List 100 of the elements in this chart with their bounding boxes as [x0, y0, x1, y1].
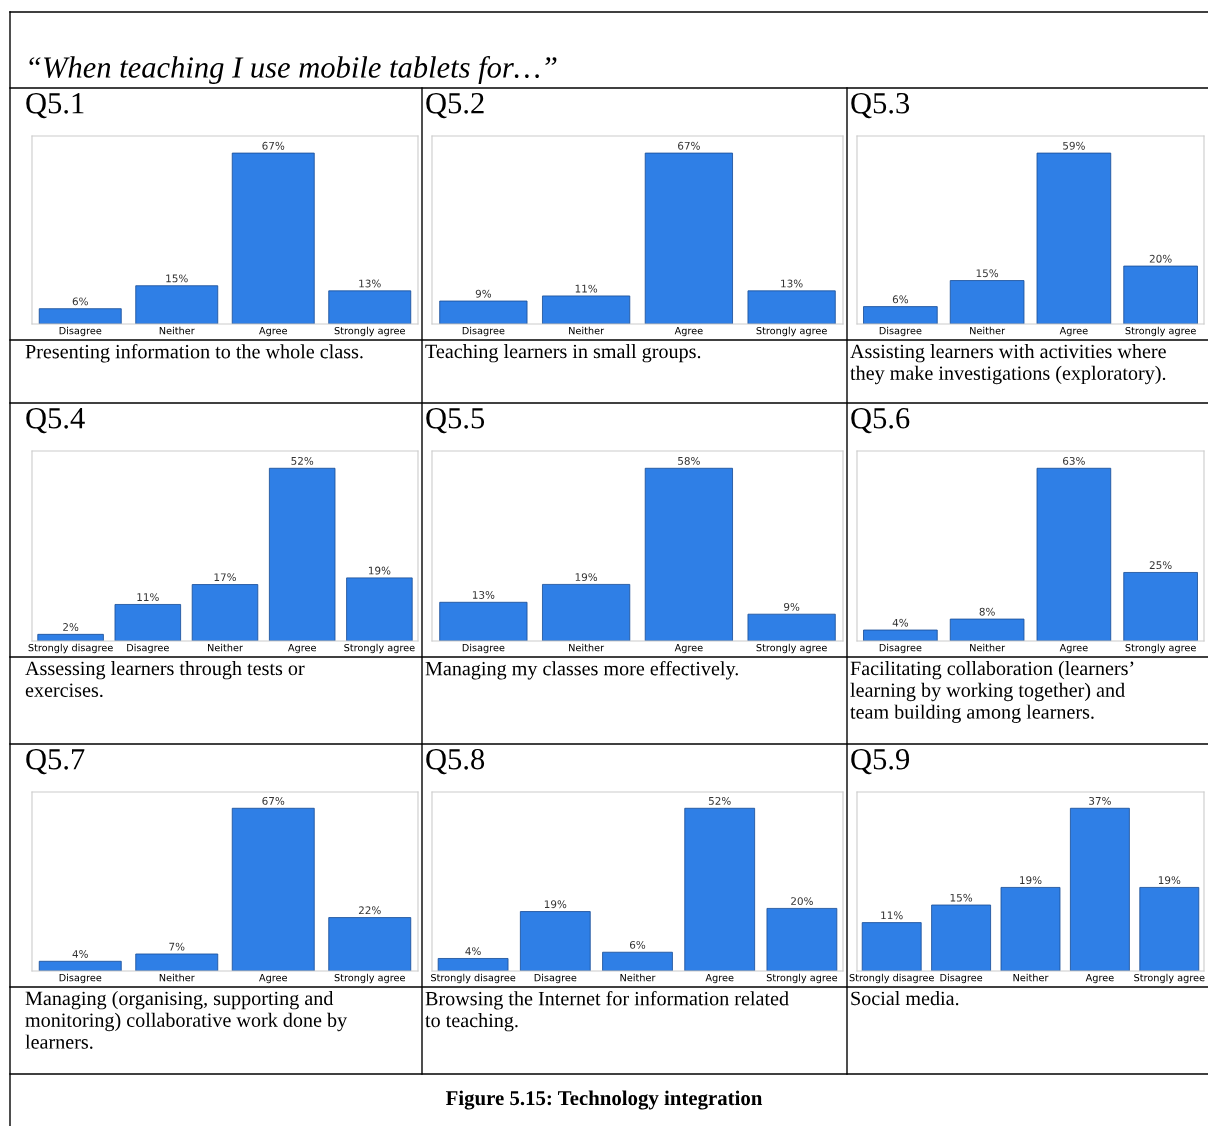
bar [1069, 807, 1130, 971]
x-tick-label: Agree [1059, 644, 1088, 654]
data-label: 9% [475, 289, 492, 298]
bar [268, 467, 336, 641]
bar [346, 577, 413, 641]
data-label: 58% [678, 456, 700, 465]
x-tick-label: Strongly agree [766, 973, 838, 984]
chart-title: Q5.4 [26, 407, 85, 434]
x-tick-label: Agree [674, 327, 703, 337]
x-tick-label: Strongly disagree [849, 973, 934, 984]
x-tick-label: Agree [259, 327, 288, 337]
data-label: 52% [291, 456, 314, 465]
chart-title: Q5.9 [851, 748, 910, 775]
x-tick-label: Disagree [127, 643, 169, 654]
bar [439, 300, 528, 324]
x-tick-label: Strongly agree [1134, 973, 1205, 984]
data-label: 19% [368, 566, 391, 575]
x-tick-label: Disagree [879, 326, 922, 337]
text: “When teaching I use mobile tablets for…” [29, 55, 557, 84]
bar [861, 922, 922, 971]
bar [1139, 887, 1200, 971]
x-tick-label: Strongly disagree [431, 973, 516, 984]
x-tick-label: Disagree [462, 643, 505, 654]
data-label: 20% [1149, 254, 1172, 263]
text: Social media. [851, 991, 959, 1006]
text: Browsing the Internet for information related to teaching. [425, 991, 789, 1032]
data-label: 19% [1020, 876, 1042, 885]
data-label: 22% [358, 906, 381, 915]
text: Facilitating collaboration (learners’ learning by working together) and team building among learners. [850, 661, 1134, 723]
x-tick-label: Neither [1013, 973, 1049, 982]
x-tick-label: Neither [159, 973, 195, 982]
data-label: 67% [262, 796, 285, 805]
chart-title: Q5.2 [426, 92, 484, 119]
text: Managing my classes more effectively. [425, 661, 738, 680]
x-tick-label: Strongly disagree [28, 643, 113, 654]
x-tick-label: Neither [620, 973, 656, 982]
x-tick-label: Strongly agree [334, 326, 405, 337]
bar [231, 807, 315, 971]
bar [949, 280, 1025, 324]
data-label: 17% [214, 573, 236, 582]
data-label: 13% [781, 279, 803, 288]
bar [542, 584, 631, 641]
x-tick-label: Neither [569, 326, 605, 335]
data-label: 15% [166, 274, 188, 283]
x-tick-label: Disagree [462, 326, 505, 337]
bar [747, 613, 836, 641]
bar [766, 907, 838, 971]
data-label: 9% [784, 602, 800, 611]
bar [684, 807, 756, 971]
chart-title: Q5.3 [851, 92, 910, 119]
bar [114, 604, 182, 641]
data-label: 11% [575, 284, 598, 293]
x-tick-label: Agree [259, 974, 288, 984]
bar [1036, 152, 1112, 324]
data-label: 19% [544, 900, 567, 909]
x-tick-label: Strongly agree [756, 643, 827, 654]
caption: Figure 5.15: Technology integration [445, 1090, 763, 1110]
data-label: 15% [950, 893, 973, 902]
bar [1036, 467, 1112, 641]
bar [328, 290, 412, 324]
data-label: 4% [892, 618, 909, 627]
bar [328, 917, 412, 971]
data-label: 7% [169, 942, 185, 951]
bar [747, 290, 836, 324]
x-tick-label: Neither [569, 643, 605, 652]
bar [191, 584, 259, 641]
data-label: 59% [1063, 141, 1085, 150]
bar [863, 306, 938, 324]
chart-title: Q5.5 [426, 407, 485, 434]
x-tick-label: Disagree [59, 326, 102, 337]
bar [644, 152, 733, 324]
x-tick-label: Agree [674, 644, 703, 654]
x-tick-label: Disagree [940, 973, 983, 984]
x-tick-label: Strongly agree [1125, 326, 1196, 337]
x-tick-label: Disagree [879, 643, 922, 654]
bar [38, 308, 122, 324]
data-label: 19% [1158, 876, 1181, 885]
data-label: 6% [72, 297, 88, 306]
data-label: 63% [1063, 456, 1085, 465]
x-tick-label: Agree [1059, 327, 1088, 337]
chart-title: Q5.1 [26, 92, 84, 119]
bar [602, 951, 673, 971]
bar [439, 601, 528, 641]
x-tick-label: Strongly agree [1125, 643, 1196, 654]
bar [437, 958, 509, 971]
bar [1000, 887, 1061, 971]
x-tick-label: Strongly agree [334, 973, 405, 984]
x-tick-label: Neither [159, 326, 195, 335]
bar [1123, 572, 1198, 641]
data-label: 11% [137, 593, 159, 602]
x-tick-label: Disagree [534, 973, 577, 984]
data-label: 6% [629, 940, 646, 949]
bar [135, 953, 219, 971]
x-tick-label: Disagree [59, 973, 102, 984]
chart-title: Q5.7 [26, 748, 85, 775]
data-label: 13% [472, 591, 495, 599]
data-label: 52% [708, 796, 731, 805]
data-label: 4% [72, 950, 88, 958]
data-label: 4% [465, 947, 481, 956]
data-label: 67% [262, 141, 285, 150]
